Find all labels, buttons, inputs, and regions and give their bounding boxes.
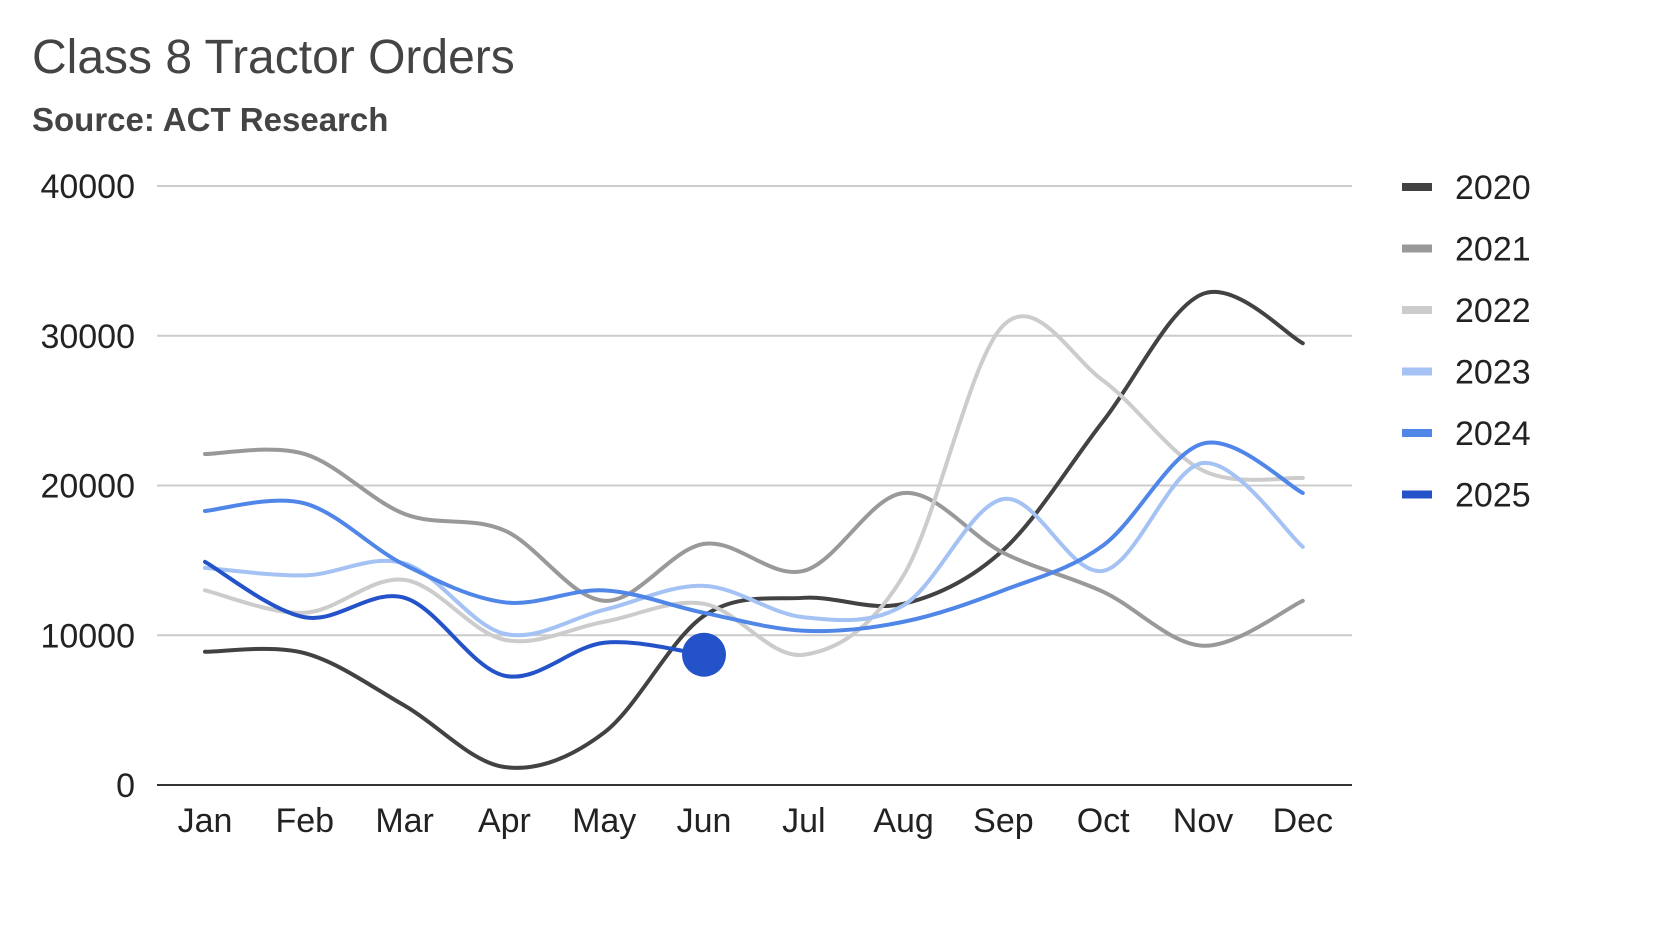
legend-label-2023: 2023 — [1455, 354, 1531, 392]
series-line-2021 — [203, 447, 1305, 648]
x-tick-label: Feb — [276, 802, 335, 840]
x-tick-label: Jul — [782, 802, 825, 840]
y-tick-label: 40000 — [40, 168, 135, 206]
x-tick-label: Nov — [1173, 802, 1233, 840]
series-line-2022 — [203, 314, 1305, 657]
x-tick-label: Sep — [973, 802, 1034, 840]
legend-label-2022: 2022 — [1455, 292, 1531, 330]
x-tick-label: May — [572, 802, 636, 840]
legend-label-2021: 2021 — [1455, 231, 1531, 269]
legend-label-2025: 2025 — [1455, 477, 1531, 515]
x-tick-label: Jun — [677, 802, 732, 840]
x-tick-label: Apr — [478, 802, 531, 840]
legend-label-2020: 2020 — [1455, 169, 1531, 207]
series-line-2020 — [203, 289, 1305, 770]
x-tick-label: Dec — [1273, 802, 1333, 840]
y-tick-label: 10000 — [40, 617, 135, 655]
y-tick-label: 20000 — [40, 468, 135, 506]
x-tick-label: Aug — [873, 802, 934, 840]
chart-subtitle: Source: ACT Research — [32, 101, 388, 138]
y-tick-label: 0 — [116, 767, 135, 805]
series-line-2023 — [203, 461, 1305, 638]
x-tick-label: Mar — [375, 802, 434, 840]
series-line-2025 — [203, 559, 706, 679]
x-tick-label: Jan — [178, 802, 233, 840]
chart-title: Class 8 Tractor Orders — [32, 31, 515, 84]
legend-label-2024: 2024 — [1455, 415, 1531, 453]
x-tick-label: Oct — [1077, 802, 1130, 840]
y-tick-label: 30000 — [40, 318, 135, 356]
highlighted-point — [682, 632, 726, 677]
series-line-2024 — [203, 440, 1305, 634]
